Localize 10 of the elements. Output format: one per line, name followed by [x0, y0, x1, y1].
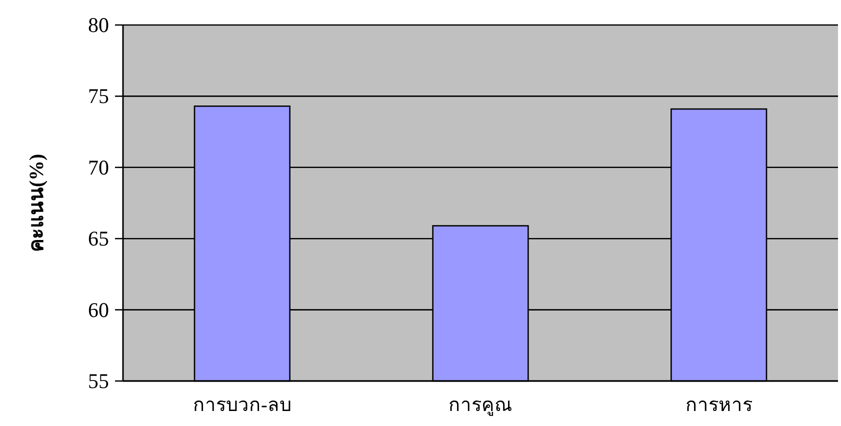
y-tick-label: 55 — [88, 369, 109, 393]
x-tick-label: การบวก-ลบ — [193, 395, 292, 416]
y-tick-label: 80 — [88, 13, 109, 37]
x-tick-label: การหาร — [685, 395, 752, 416]
y-tick-label: 65 — [88, 226, 109, 251]
y-tick-label: 60 — [88, 298, 109, 322]
y-tick-label: 75 — [88, 84, 109, 108]
x-tick-label: การคูณ — [448, 395, 512, 416]
y-tick-label: 70 — [88, 155, 109, 180]
y-axis-title: คะแนน(%) — [26, 154, 48, 252]
